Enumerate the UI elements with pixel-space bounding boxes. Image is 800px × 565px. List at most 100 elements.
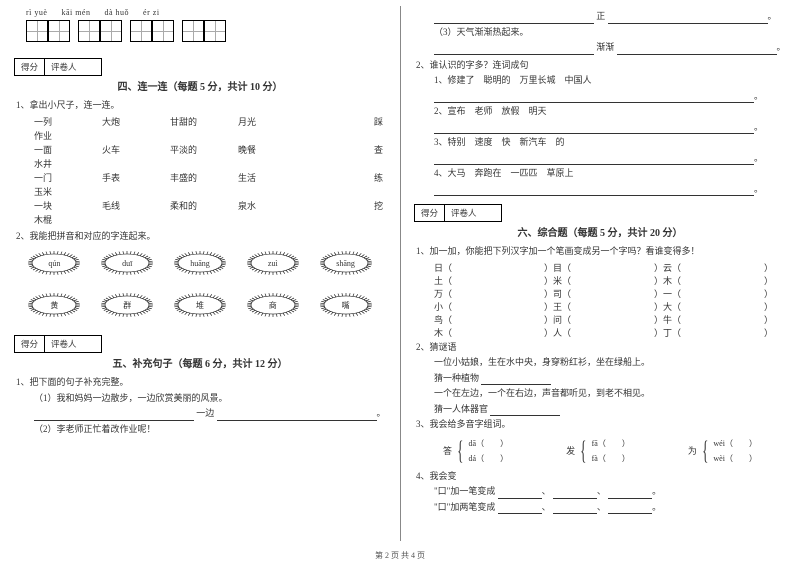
jianjian: 渐渐 (596, 42, 614, 52)
q6-1: 1、加一加，你能把下列汉字加一个笔画变成另一个字吗？看谁变得多！ (416, 245, 786, 259)
blank[interactable] (594, 93, 754, 103)
match-row: 一门手表丰盛的生活练 (34, 171, 386, 184)
blank[interactable] (594, 155, 754, 165)
char-cell: ）人（ (544, 326, 654, 339)
match-cell: 丰盛的 (170, 171, 238, 184)
char-cell: 鸟（ (434, 313, 544, 326)
char-cell: ） (764, 326, 800, 339)
match-cell (102, 213, 170, 226)
blank[interactable] (434, 124, 594, 134)
sun-oval: huāng (172, 249, 228, 277)
match-cell (238, 185, 306, 198)
char-row: 小（）王（）大（） (434, 300, 786, 313)
sun-row-top: qúnduīhuāngzuìshāng (18, 249, 382, 277)
poly-char: 为 (688, 444, 697, 457)
blank[interactable] (608, 489, 652, 499)
char-cell: ）目（ (544, 261, 654, 274)
left-column: rì yuè kāi mén dà huǒ ér zi 得分 评卷人 四、连一连… (0, 0, 400, 565)
match-cell: 平淡的 (170, 143, 238, 156)
riddle2a: 一个在左边，一个在右边，声音都听见，到老不相见。 (434, 387, 786, 401)
linker: 一边 (196, 408, 214, 418)
brace-icon: { (702, 438, 708, 464)
score-box-4: 得分 评卷人 (14, 58, 102, 76)
char-box[interactable] (48, 20, 70, 42)
char-box[interactable] (182, 20, 204, 42)
char-box[interactable] (152, 20, 174, 42)
match-cell: 晚餐 (238, 143, 306, 156)
blank[interactable] (434, 45, 594, 55)
pinyin-1: rì yuè (26, 8, 47, 17)
blank[interactable] (434, 186, 594, 196)
riddle1b: 猜一种植物 (434, 372, 786, 386)
sentence-item: 3、特别 速度 快 新汽车 的 (434, 136, 786, 150)
char-row: 木（）人（）丁（） (434, 326, 786, 339)
q6-4a: "口"加一笔变成 、 、 。 (434, 485, 786, 499)
answer-line: 。 (434, 152, 786, 166)
transform-label: "口"加一笔变成 (434, 486, 495, 496)
match-cell (238, 157, 306, 170)
match-cell (170, 213, 238, 226)
char-cell: 木（ (434, 326, 544, 339)
answer-line: 。 (434, 183, 786, 197)
blank[interactable] (594, 124, 754, 134)
match-cell: 玉米 (34, 185, 102, 198)
match-cell: 手表 (102, 171, 170, 184)
blank[interactable] (490, 406, 560, 416)
r-q2-title: 2、谁认识的字多？连词成句 (416, 59, 786, 73)
riddle1a: 一位小姑娘，生在水中央，身穿粉红衫，坐在绿船上。 (434, 356, 786, 370)
riddle-hint: 猜一人体器官 (434, 404, 488, 414)
char-box[interactable] (78, 20, 100, 42)
match-cell (306, 199, 374, 212)
answer-line: 。 (434, 121, 786, 135)
blank[interactable] (34, 411, 194, 421)
riddle2b: 猜一人体器官 (434, 403, 786, 417)
blank[interactable] (594, 186, 754, 196)
match-cell (102, 129, 170, 142)
zheng: 正 (596, 11, 605, 21)
char-cell: ） (764, 287, 800, 300)
q6-grid: 日（）目（）云（）土（）米（）木（）万（）司（）一（）小（）王（）大（）鸟（）问… (434, 261, 786, 339)
match-row: 一面火车平淡的晚餐查 (34, 143, 386, 156)
blank[interactable] (553, 504, 597, 514)
match-cell (306, 129, 374, 142)
match-cell (306, 115, 374, 128)
blank[interactable] (498, 489, 542, 499)
blank[interactable] (608, 14, 768, 24)
match-cell: 一块 (34, 199, 102, 212)
char-box[interactable] (204, 20, 226, 42)
blank[interactable] (434, 93, 594, 103)
char-box[interactable] (26, 20, 48, 42)
section-6-title: 六、综合题（每题 5 分，共计 20 分） (414, 224, 786, 239)
blank[interactable] (498, 504, 542, 514)
blank[interactable] (434, 155, 594, 165)
blank[interactable] (617, 45, 777, 55)
sentence-item: 2、宣布 老师 放假 明天 (434, 105, 786, 119)
blank[interactable] (217, 411, 377, 421)
char-box[interactable] (100, 20, 122, 42)
q5-1: 1、把下面的句子补充完整。 (16, 376, 386, 390)
blank[interactable] (434, 14, 594, 24)
sun-oval: 黄 (26, 291, 82, 319)
poly-group: 为{wéi（ ）wèi（ ） (688, 438, 757, 464)
char-cell: ）牛（ (654, 313, 764, 326)
blank[interactable] (481, 375, 551, 385)
char-cell: 小（ (434, 300, 544, 313)
reading-top: fā（ ） (592, 438, 630, 449)
char-box[interactable] (130, 20, 152, 42)
pinyin-4: ér zi (143, 8, 160, 17)
poly-row: 答{dā（ ）dá（ ）发{fā（ ）fà（ ）为{wéi（ ）wèi（ ） (414, 434, 786, 468)
match-cell (238, 129, 306, 142)
score-label: 得分 (15, 336, 45, 352)
blank[interactable] (608, 504, 652, 514)
reviewer-label: 评卷人 (45, 336, 83, 352)
blank[interactable] (553, 489, 597, 499)
r-top-3: （3）天气渐渐热起来。 (434, 26, 786, 40)
r-top-3b: 渐渐 。 (434, 41, 786, 55)
sun-oval: 群 (99, 291, 155, 319)
sentence-item: 1、修建了 聪明的 万里长城 中国人 (434, 74, 786, 88)
sun-oval: 嘴 (318, 291, 374, 319)
pinyin-2: kāi mén (61, 8, 90, 17)
char-cell: ） (764, 313, 800, 326)
match-cell (170, 157, 238, 170)
riddle-hint: 猜一种植物 (434, 373, 479, 383)
